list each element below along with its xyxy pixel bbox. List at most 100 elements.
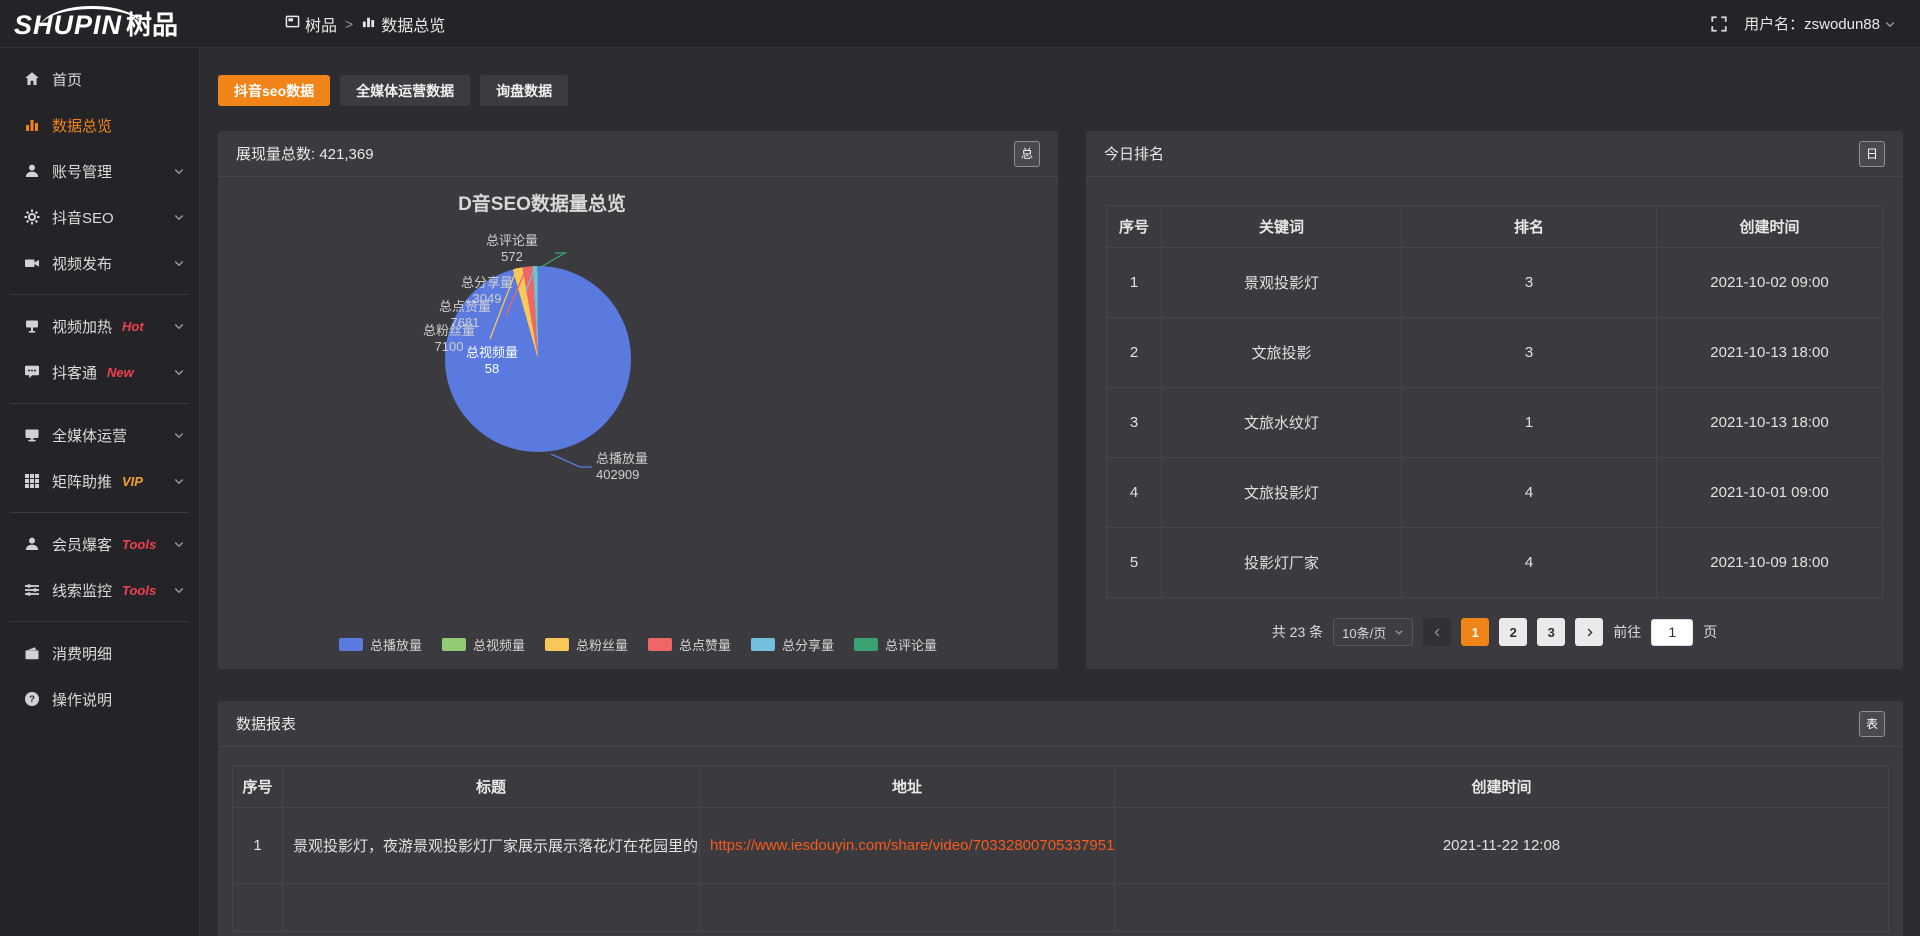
legend-item-fans[interactable]: 总粉丝量 <box>544 635 628 654</box>
ranking-card-title: 今日排名 <box>1104 146 1165 163</box>
chart-title: D音SEO数据量总览 <box>458 194 626 215</box>
sidebar-item-label: 全媒体运营 <box>52 427 128 445</box>
logo-arc <box>40 6 144 28</box>
sidebar-item-media-operation[interactable]: 全媒体运营 <box>0 412 199 458</box>
prev-page-button[interactable] <box>1423 618 1452 646</box>
member-icon <box>24 536 40 552</box>
video-publish-icon <box>24 255 40 271</box>
legend-item-likes[interactable]: 总点赞量 <box>648 635 731 654</box>
sidebar-item-label: 矩阵助推 <box>52 473 113 491</box>
pie-leader-lines <box>489 252 592 468</box>
page-button-1[interactable]: 1 <box>1461 618 1490 646</box>
col-created: 创建时间 <box>1656 205 1883 248</box>
table-row: 5 投影灯厂家 4 2021-10-09 18:00 <box>1106 527 1883 598</box>
sidebar-divider <box>10 512 189 513</box>
sidebar-item-member[interactable]: 会员爆客 Tools <box>0 521 199 567</box>
table-header-row: 序号 关键词 排名 创建时间 <box>1106 205 1883 248</box>
seo-card-header: 展现量总数: 421,369 总 <box>218 131 1058 177</box>
chevron-down-icon <box>173 320 185 332</box>
breadcrumb-page-icon <box>361 14 376 34</box>
new-tag: New <box>107 364 134 380</box>
sidebar-item-label: 账号管理 <box>52 163 113 181</box>
breadcrumb-current-label: 数据总览 <box>381 17 446 35</box>
ranking-card-header: 今日排名 日 <box>1086 131 1903 177</box>
sidebar-item-clue-monitor[interactable]: 线索监控 Tools <box>0 567 199 613</box>
legend-item-shares[interactable]: 总分享量 <box>751 635 834 654</box>
sidebar-item-account[interactable]: 账号管理 <box>0 148 199 194</box>
sidebar-item-expense-detail[interactable]: 消费明细 <box>0 630 199 676</box>
chevron-down-icon <box>1884 18 1896 30</box>
table-badge-button[interactable]: 表 <box>1859 710 1885 737</box>
sidebar-item-douketong[interactable]: 抖客通 New <box>0 349 199 395</box>
chart-legend: 总播放量 总视频量 总粉丝量 总点赞量 总分享量 总评论量 <box>338 635 937 654</box>
table-row: 3 文旅水纹灯 1 2021-10-13 18:00 <box>1106 387 1883 458</box>
sidebar-item-label: 消费明细 <box>52 645 113 663</box>
sidebar-item-home[interactable]: 首页 <box>0 56 199 102</box>
tab-douyin-seo-data[interactable]: 抖音seo数据 <box>218 75 331 106</box>
matrix-icon <box>24 473 40 489</box>
page-button-2[interactable]: 2 <box>1499 618 1528 646</box>
page-size-select[interactable]: 10条/页 <box>1333 618 1414 646</box>
data-tabs: 抖音seo数据 全媒体运营数据 询盘数据 <box>218 75 1902 106</box>
col-index: 序号 <box>1106 205 1162 248</box>
total-badge-button[interactable]: 总 <box>1014 140 1040 167</box>
sidebar: 首页 数据总览 账号管理 抖音SEO 视频发布 视频加热 Hot 抖客通 New… <box>0 48 200 936</box>
breadcrumb: 树品 > 数据总览 <box>285 12 445 36</box>
impressions-total-label: 展现量总数: 421,369 <box>236 146 374 163</box>
seo-gear-icon <box>24 209 40 225</box>
breadcrumb-root[interactable]: 树品 <box>285 12 337 36</box>
page-size-value: 10条/页 <box>1342 625 1387 641</box>
goto-page-input[interactable] <box>1651 618 1694 646</box>
fullscreen-icon[interactable] <box>1710 15 1728 33</box>
home-icon <box>24 71 40 87</box>
legend-item-comments[interactable]: 总评论量 <box>854 635 937 654</box>
tab-inquiry-data[interactable]: 询盘数据 <box>480 75 569 106</box>
app-logo[interactable]: SHUPIN 树品 <box>0 5 200 42</box>
table-row: 1 景观投影灯，夜游景观投影灯厂家展示展示落花灯在花园里的灯光投影应用效果 # … <box>232 807 1889 884</box>
pie-label-videos: 总视频量 58 <box>465 345 518 376</box>
tab-media-operation-data[interactable]: 全媒体运营数据 <box>340 75 471 106</box>
sidebar-item-video-heat[interactable]: 视频加热 Hot <box>0 303 199 349</box>
table-row: 2 文旅投影 3 2021-10-13 18:00 <box>1106 317 1883 388</box>
report-table: 序号 标题 地址 创建时间 1 景观投影灯，夜游景观投影灯厂家展示展示落花灯在花… <box>232 765 1889 932</box>
report-card-title: 数据报表 <box>236 716 297 733</box>
chevron-down-icon <box>173 429 185 441</box>
col-index: 序号 <box>232 765 283 808</box>
sidebar-item-label: 数据总览 <box>52 117 113 135</box>
breadcrumb-root-label: 树品 <box>305 17 338 35</box>
today-ranking-card: 今日排名 日 序号 关键词 排名 创建时间 <box>1086 131 1903 669</box>
media-icon <box>24 427 40 443</box>
pie-label-shares: 总分享量 3049 <box>460 275 513 306</box>
topbar-right: 用户名：zswodun88 <box>1710 13 1920 34</box>
sidebar-item-data-overview[interactable]: 数据总览 <box>0 102 199 148</box>
user-menu[interactable]: 用户名：zswodun88 <box>1744 13 1896 34</box>
day-badge-button[interactable]: 日 <box>1859 140 1885 167</box>
sidebar-divider <box>10 621 189 622</box>
legend-item-videos[interactable]: 总视频量 <box>441 635 525 654</box>
hot-tag: Hot <box>122 318 144 334</box>
main-content: 抖音seo数据 全媒体运营数据 询盘数据 展现量总数: 421,369 总 D音… <box>200 48 1920 936</box>
ranking-table-area: 序号 关键词 排名 创建时间 1 景观投影灯 3 2021-10-02 09:00 2… <box>1086 177 1903 646</box>
legend-item-plays[interactable]: 总播放量 <box>338 635 422 654</box>
table-row-partial <box>232 883 1889 932</box>
sidebar-item-douyin-seo[interactable]: 抖音SEO <box>0 194 199 240</box>
douketong-icon <box>24 364 40 380</box>
col-created: 创建时间 <box>1114 765 1889 808</box>
sidebar-item-label: 线索监控 <box>52 582 113 600</box>
report-row-link[interactable]: https://www.iesdouyin.com/share/video/70… <box>710 837 1115 854</box>
sidebar-item-label: 抖音SEO <box>52 209 114 227</box>
pie-label-likes: 总点赞量 7681 <box>438 299 491 330</box>
breadcrumb-app-icon <box>285 14 300 34</box>
svg-text:?: ? <box>29 694 35 705</box>
breadcrumb-current[interactable]: 数据总览 <box>361 12 445 36</box>
sidebar-item-help[interactable]: ? 操作说明 <box>0 676 199 722</box>
next-page-button[interactable] <box>1575 618 1604 646</box>
table-row: 4 文旅投影灯 4 2021-10-01 09:00 <box>1106 457 1883 528</box>
sidebar-item-matrix-boost[interactable]: 矩阵助推 VIP <box>0 458 199 504</box>
sidebar-item-label: 抖客通 <box>52 364 98 382</box>
col-title: 标题 <box>282 765 700 808</box>
sidebar-item-video-publish[interactable]: 视频发布 <box>0 240 199 286</box>
tools-tag: Tools <box>122 582 157 598</box>
chevron-down-icon <box>173 257 185 269</box>
page-button-3[interactable]: 3 <box>1537 618 1566 646</box>
